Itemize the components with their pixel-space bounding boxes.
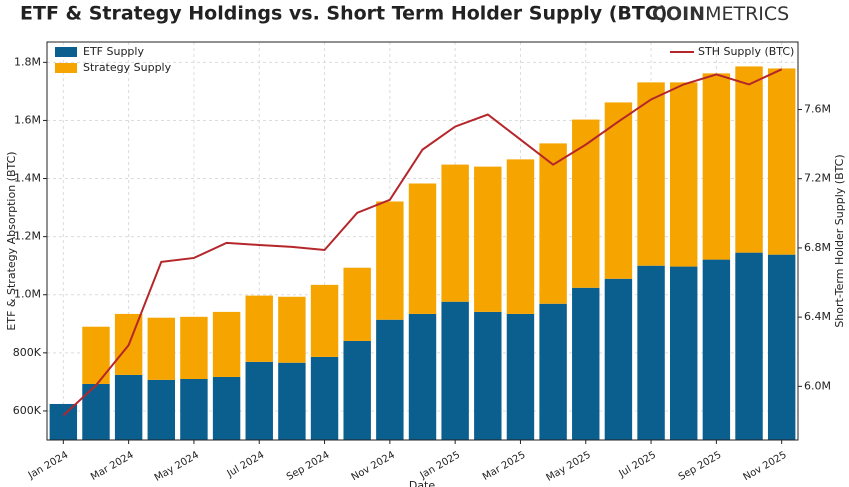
y-axis-label: ETF & Strategy Absorption (BTC) [5, 151, 18, 330]
y-tick-label: 1.0M [14, 288, 41, 301]
bar [180, 316, 208, 379]
x-tick-label: Mar 2024 [89, 450, 136, 483]
bar [82, 383, 110, 440]
bar [310, 356, 339, 440]
x-axis-label: Date [409, 479, 436, 487]
bar [637, 265, 665, 440]
y-tick-label: 800K [13, 346, 42, 359]
bar [767, 254, 796, 440]
bar [702, 259, 731, 440]
bar [278, 362, 306, 440]
legend-label: STH Supply (BTC) [698, 45, 794, 58]
brand-light: METRICS [705, 3, 789, 25]
brand-bold: COIN [652, 3, 705, 25]
bar [82, 326, 110, 384]
bar [212, 311, 241, 377]
brand: COINMETRICS [652, 3, 789, 25]
y2-tick-label: 7.2M [804, 172, 831, 185]
bar [180, 378, 208, 440]
y2-tick-label: 6.4M [804, 310, 831, 323]
x-tick-label: Nov 2024 [350, 450, 397, 484]
bar [572, 287, 600, 440]
plot-frame [46, 41, 799, 441]
y-tick-label: 1.4M [14, 172, 41, 185]
bar [310, 284, 339, 357]
bar [702, 73, 731, 260]
y-tick-label: 1.8M [14, 55, 41, 68]
x-tick-label: May 2024 [153, 450, 201, 484]
bar [506, 313, 535, 440]
legend-swatch [55, 63, 77, 73]
bar [670, 266, 698, 440]
x-tick-label: Jan 2025 [418, 450, 463, 482]
y2-tick-label: 6.8M [804, 241, 831, 254]
bar [767, 68, 796, 255]
y-tick-label: 1.6M [14, 113, 41, 126]
x-tick-label: Jul 2025 [616, 450, 658, 480]
bar [604, 102, 633, 279]
bar [49, 403, 78, 440]
bar [343, 340, 371, 440]
bar [408, 183, 437, 314]
bar [572, 119, 600, 288]
x-tick-label: May 2025 [545, 450, 593, 484]
x-tick-label: Mar 2025 [481, 450, 528, 483]
y2-tick-label: 7.6M [804, 102, 831, 115]
x-tick-label: Jul 2024 [225, 450, 267, 480]
bar [539, 303, 567, 440]
line [62, 68, 783, 417]
bar [441, 164, 469, 302]
legend-swatch [55, 47, 77, 57]
bar [245, 295, 273, 362]
x-tick-label: Jan 2024 [26, 450, 71, 482]
bar [637, 82, 665, 266]
bar [506, 159, 535, 314]
y2-tick-label: 6.0M [804, 379, 831, 392]
x-tick-label: Sep 2025 [677, 450, 724, 483]
y2-axis-label: Short-Term Holder Supply (BTC) [833, 154, 846, 327]
bar [441, 301, 469, 440]
bar [376, 201, 404, 320]
bar [474, 166, 502, 312]
bar [245, 361, 273, 440]
bar [376, 319, 404, 440]
y-tick-label: 1.2M [14, 230, 41, 243]
y-tick-label: 600K [13, 404, 42, 417]
chart-title: ETF & Strategy Holdings vs. Short Term H… [20, 3, 667, 25]
bar [474, 311, 502, 440]
x-tick-label: Nov 2025 [741, 450, 788, 484]
bar [343, 267, 371, 341]
bar [735, 252, 763, 440]
bar [278, 296, 306, 363]
legend-label: Strategy Supply [83, 61, 172, 74]
bar [147, 379, 175, 440]
bar [539, 143, 567, 304]
bar [212, 376, 241, 440]
bar [670, 82, 698, 267]
bar [604, 278, 633, 440]
legend-label: ETF Supply [83, 45, 144, 58]
bar [147, 317, 175, 380]
x-tick-label: Sep 2024 [285, 450, 332, 483]
bar [735, 66, 763, 253]
bar [408, 313, 437, 440]
bar [114, 374, 143, 440]
